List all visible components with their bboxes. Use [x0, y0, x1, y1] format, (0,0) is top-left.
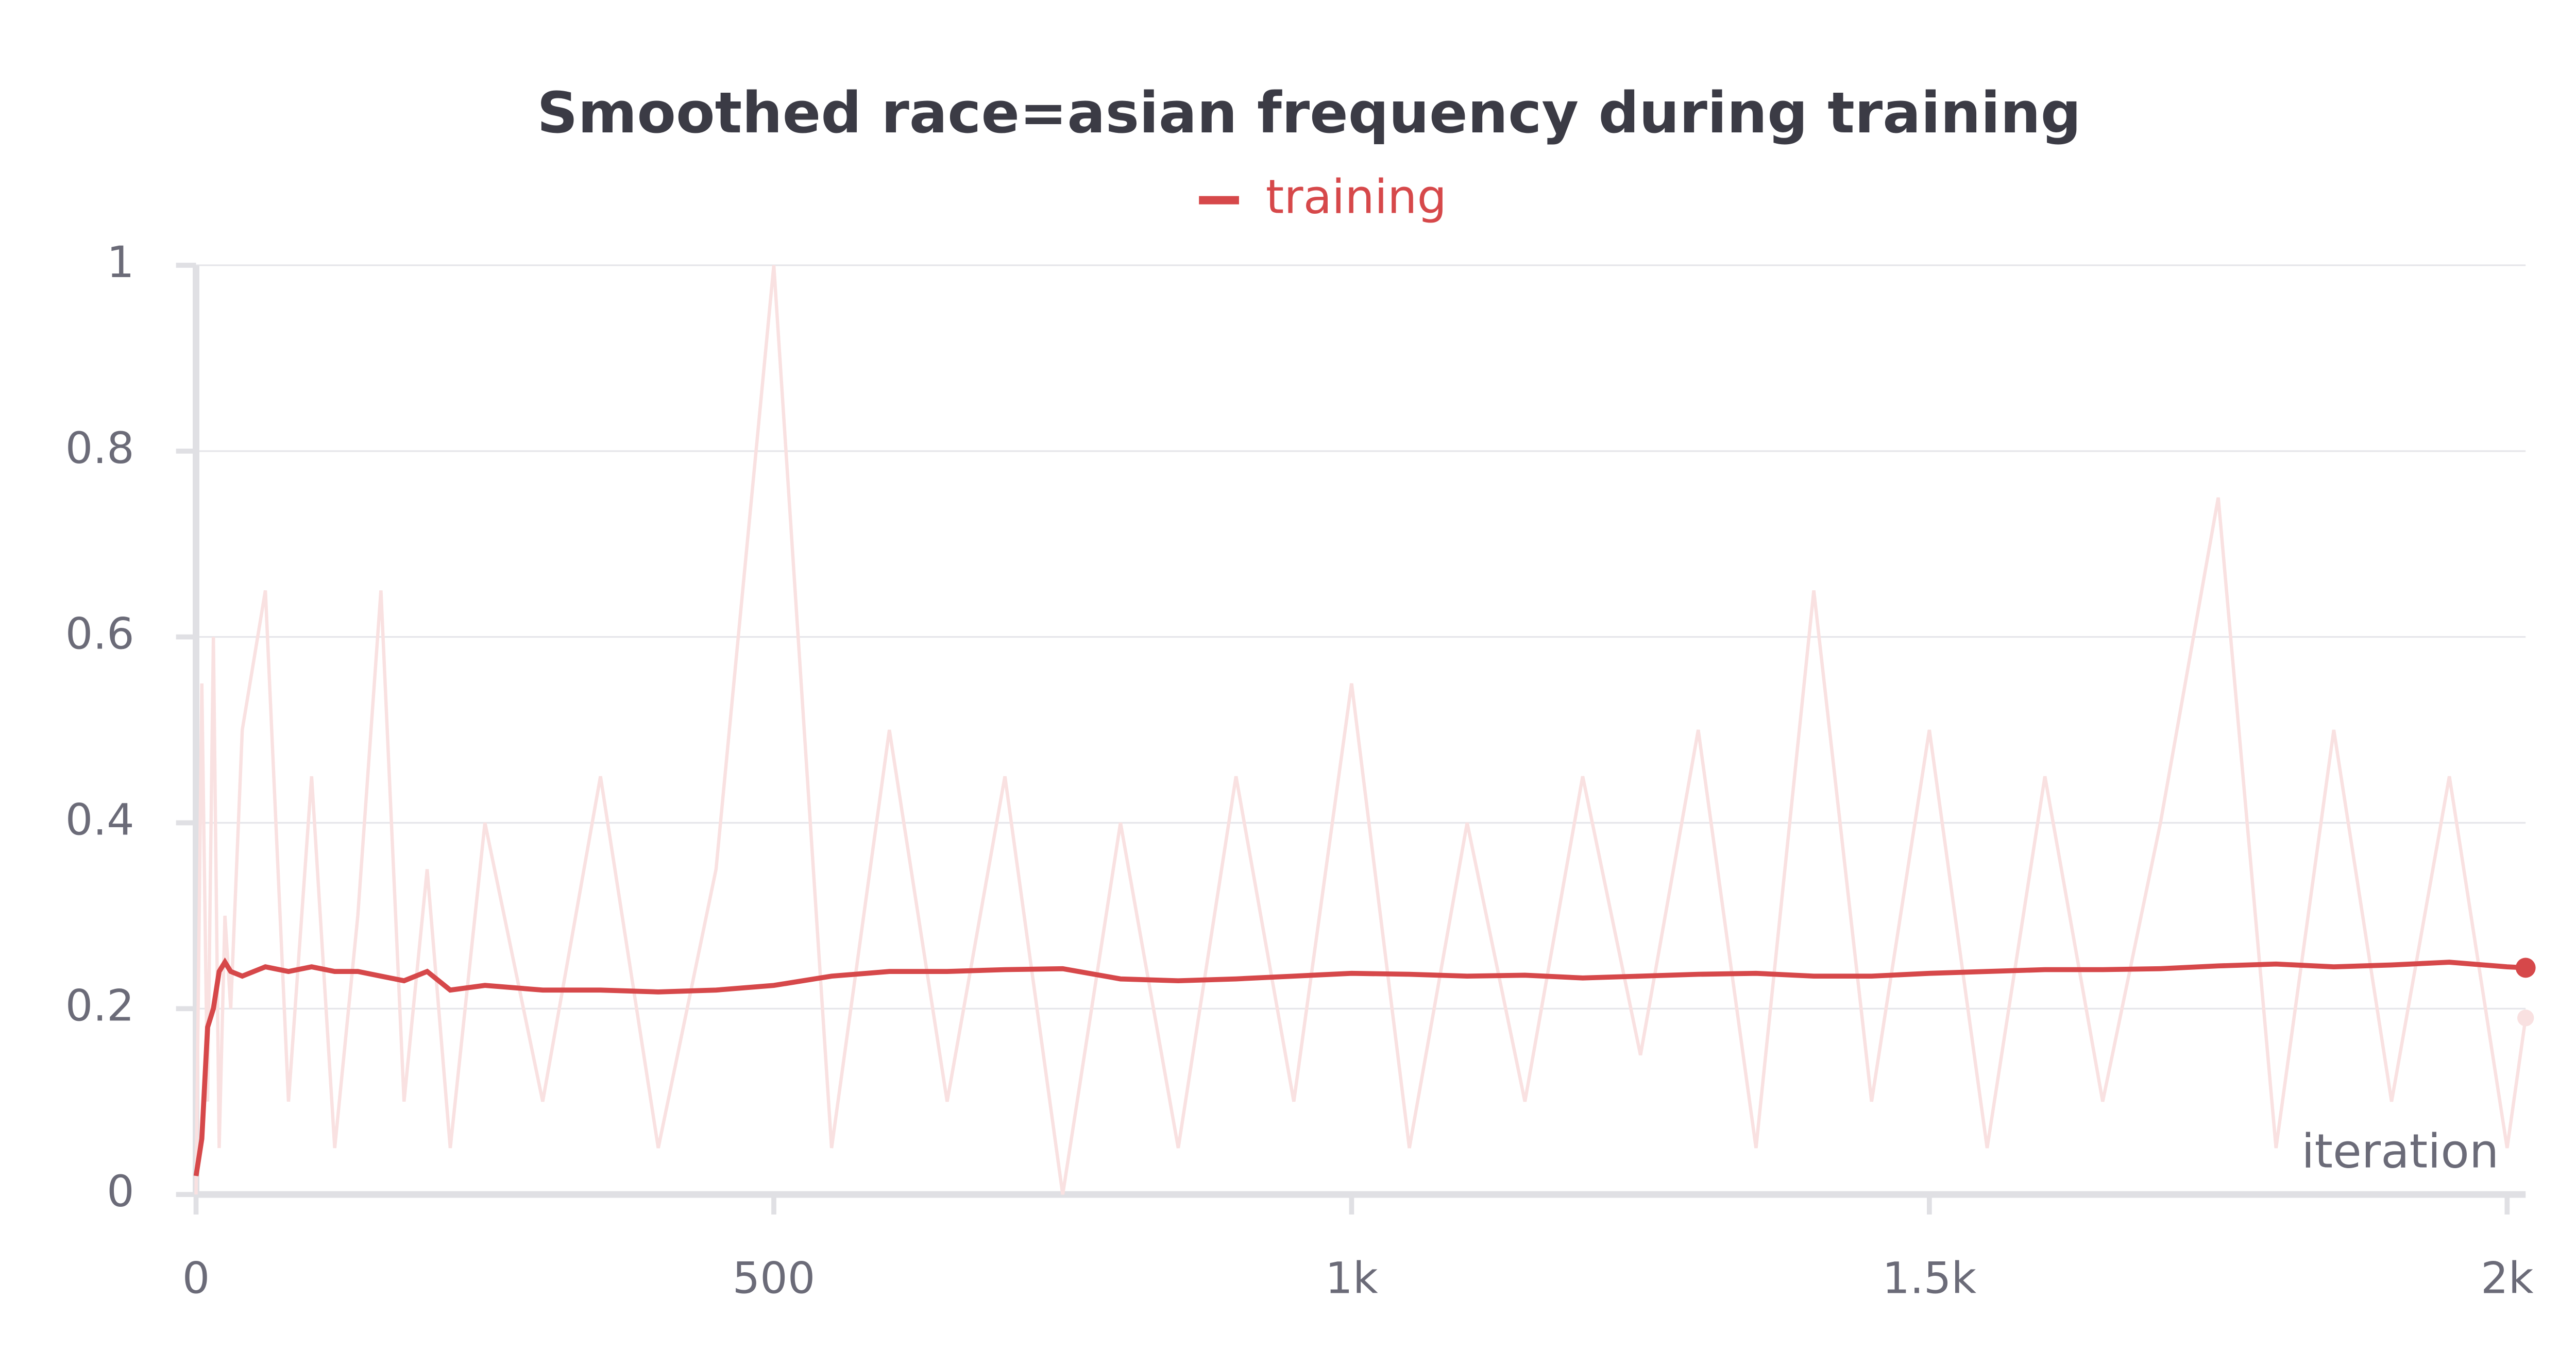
y-tick-label: 0.6	[65, 609, 134, 659]
x-tick-label: 0	[182, 1253, 210, 1304]
y-tick-label: 0.4	[65, 794, 134, 845]
series-line	[193, 957, 2526, 1176]
x-tick-label: 1.5k	[1883, 1253, 1977, 1304]
series-end-dot	[2515, 957, 2536, 978]
x-axis-label: iteration	[2301, 1124, 2499, 1178]
x-tick-label: 1k	[1325, 1253, 1378, 1304]
chart-title: Smoothed race=asian frequency during tra…	[537, 80, 2081, 146]
x-tick-label: 2k	[2481, 1253, 2534, 1304]
y-tick-label: 0	[107, 1166, 134, 1217]
legend-label: training	[1266, 170, 1447, 225]
raw-line	[194, 265, 2528, 1195]
y-tick-label: 0.8	[65, 423, 134, 473]
raw-end-dot	[2517, 1010, 2534, 1027]
x-tick-label: 500	[733, 1253, 816, 1304]
y-tick-label: 0.2	[65, 980, 134, 1031]
y-tick-label: 1	[107, 237, 134, 287]
